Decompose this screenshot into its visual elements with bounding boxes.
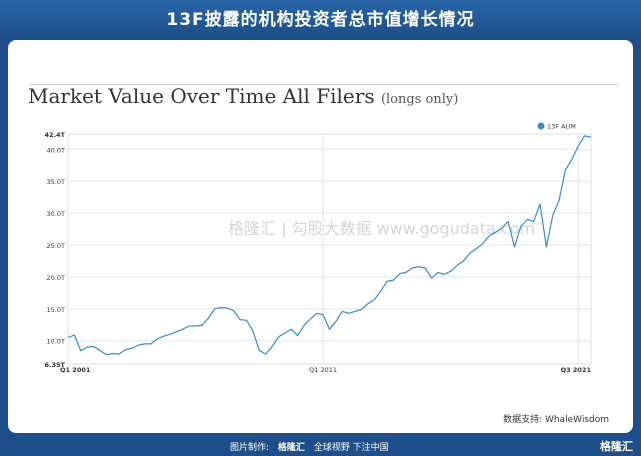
- title-divider: [28, 84, 618, 85]
- x-tick-label: Q1 2011: [309, 366, 337, 374]
- y-tick-label: 20.0T: [47, 274, 65, 282]
- footer-brand: 格隆汇: [600, 440, 633, 453]
- y-tick-label: 25.0T: [47, 242, 65, 250]
- chart-panel: Market Value Over Time All Filers (longs…: [8, 40, 633, 433]
- chart-title: Market Value Over Time All Filers (longs…: [28, 84, 458, 108]
- y-tick-label: 40.0T: [47, 146, 65, 154]
- footer: 图片制作: 格隆汇 全球视野 下注中国 格隆汇: [0, 434, 641, 456]
- footer-slogan: 全球视野 下注中国: [313, 443, 389, 453]
- footer-credit: 图片制作: 格隆汇 全球视野 下注中国: [230, 440, 389, 453]
- legend-marker: [537, 122, 545, 130]
- x-tick-label: Q1 2001: [60, 366, 91, 374]
- source-note: 数据支持: WhaleWisdom: [503, 415, 609, 425]
- chart-title-text: Market Value Over Time All Filers: [28, 84, 375, 108]
- footer-credit-label: 图片制作:: [230, 443, 270, 453]
- y-tick-label: 15.0T: [47, 306, 65, 314]
- banner-title: 13F披露的机构投资者总市值增长情况: [0, 0, 641, 40]
- watermark: 格隆汇 | 勾股大数据 www.gogudata.com: [228, 219, 536, 238]
- y-tick-label: 6.35T: [45, 361, 66, 369]
- plot-frame: [67, 133, 592, 365]
- chart-subtitle: (longs only): [380, 92, 459, 107]
- footer-logo: 格隆汇: [277, 443, 305, 453]
- y-tick-label: 10.0T: [47, 338, 65, 346]
- series-line-13f-aum: [67, 135, 592, 356]
- x-tick-label: Q3 2021: [561, 366, 592, 374]
- y-tick-label: 42.4T: [45, 131, 66, 139]
- legend-label: 13F AUM: [547, 123, 576, 131]
- y-tick-label: 35.0T: [47, 178, 65, 186]
- y-tick-label: 30.0T: [47, 210, 65, 218]
